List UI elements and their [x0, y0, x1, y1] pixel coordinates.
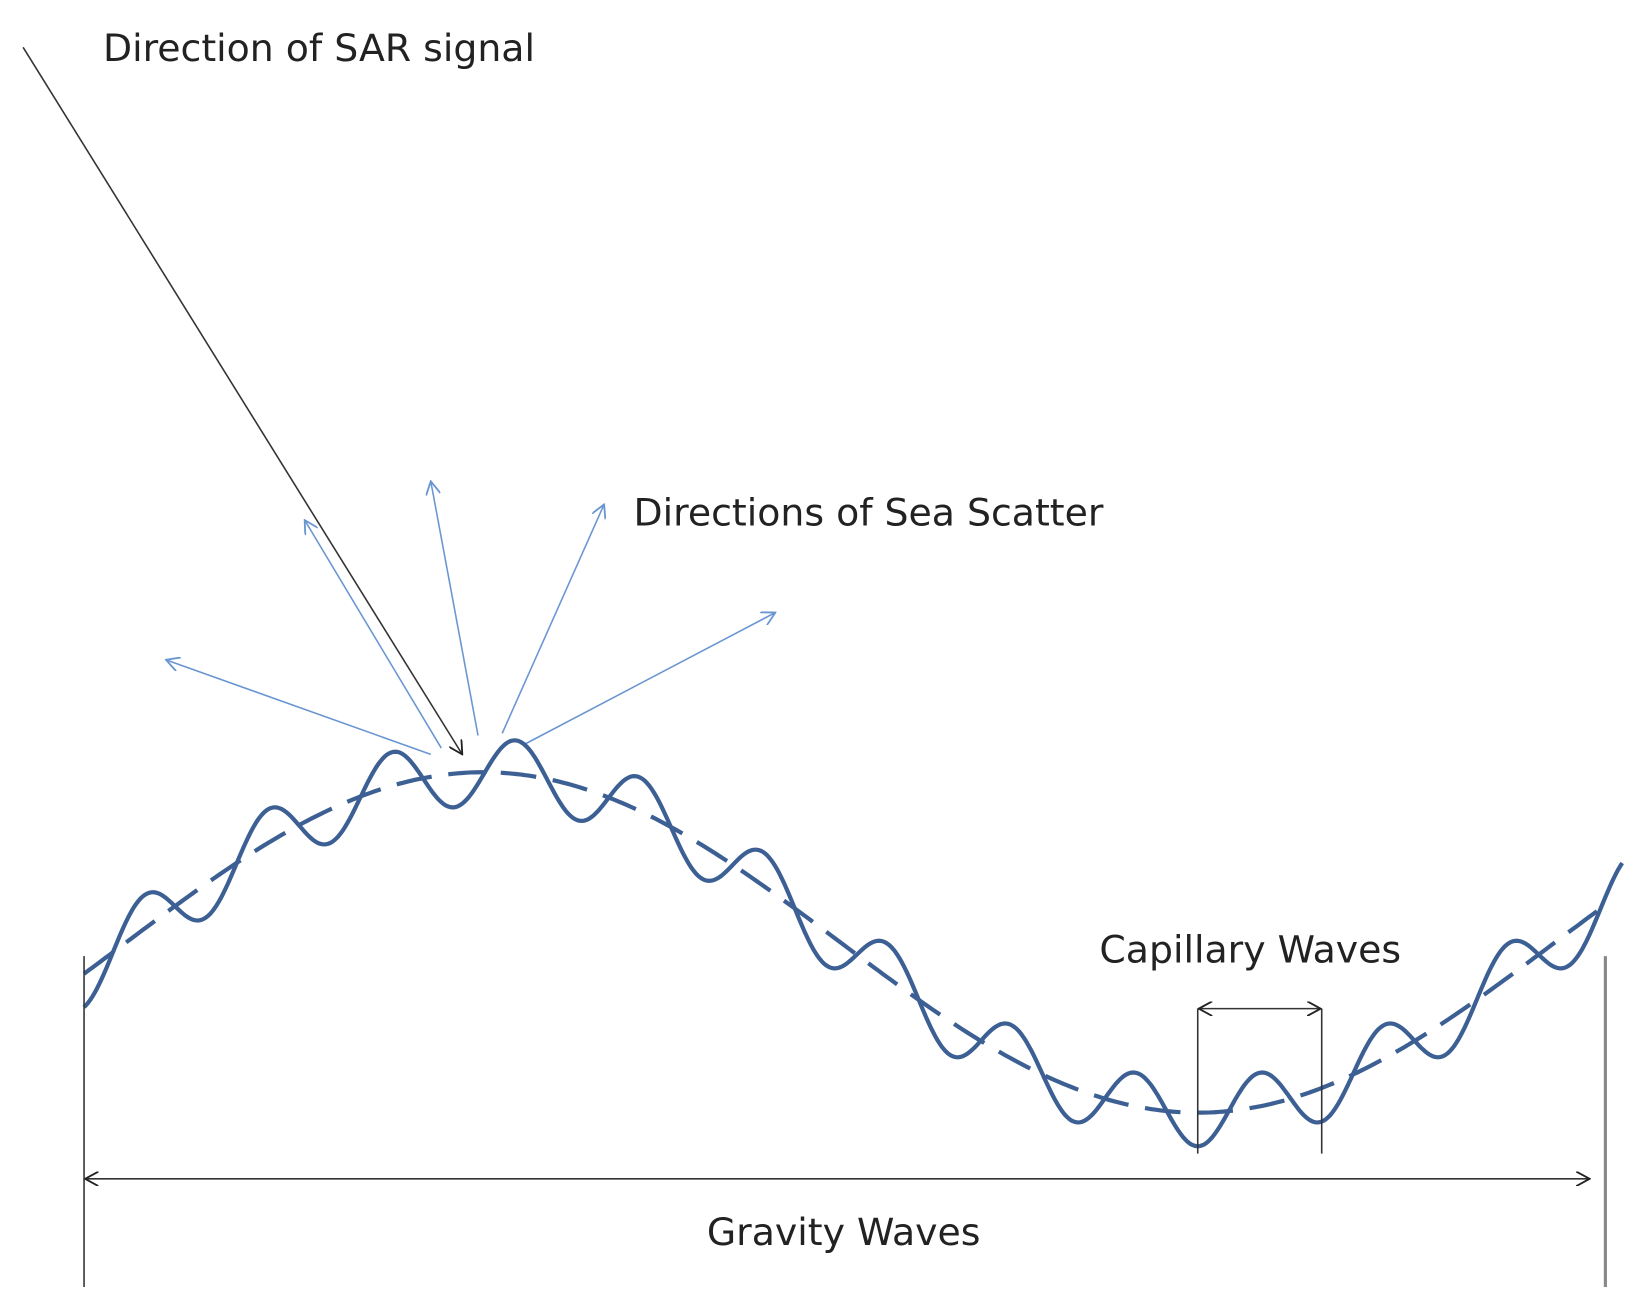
sar-arrow — [22, 46, 462, 754]
capillary-label: Capillary Waves — [1099, 927, 1401, 971]
scatter-arrow — [166, 660, 432, 756]
scatter-arrow — [524, 613, 775, 745]
gravity-wave — [82, 770, 1599, 1115]
sar-label: Direction of SAR signal — [103, 26, 535, 70]
scatter-label: Directions of Sea Scatter — [634, 490, 1104, 534]
scatter-arrow — [501, 504, 604, 734]
scatter-arrow — [431, 481, 479, 736]
scatter-arrow — [305, 520, 442, 749]
gravity-label: Gravity Waves — [707, 1210, 981, 1254]
capillary-wave — [82, 738, 1624, 1149]
scatter-arrows — [166, 481, 775, 756]
